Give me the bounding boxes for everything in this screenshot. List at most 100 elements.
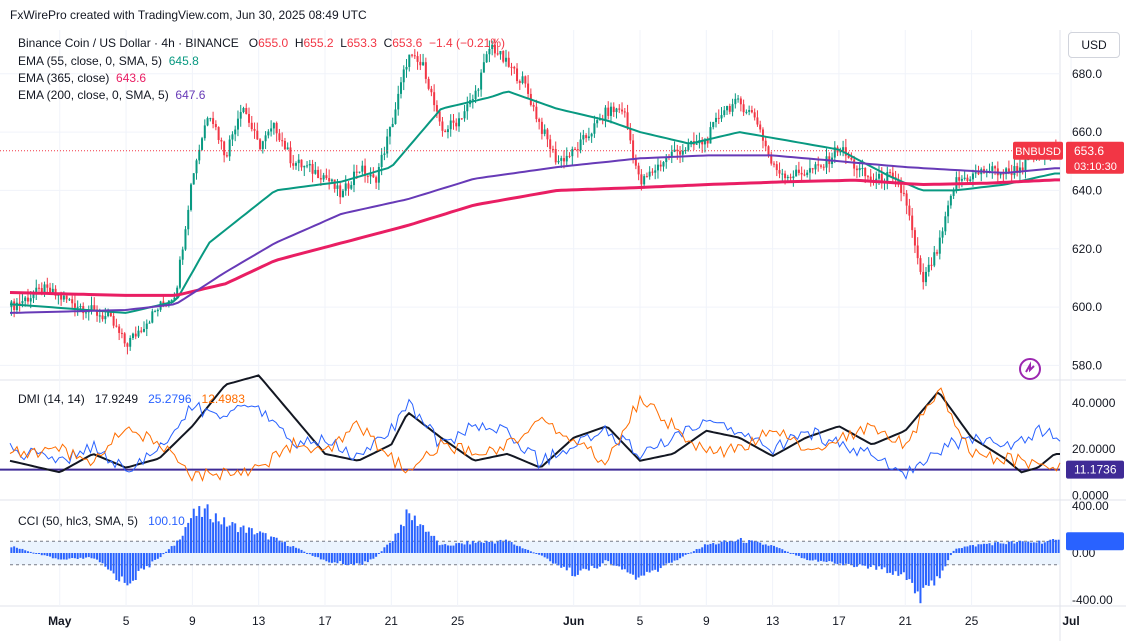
candle-body-down <box>372 174 375 178</box>
candle-body-up <box>861 167 864 169</box>
candle-body-up <box>330 179 333 182</box>
candle-body-up <box>51 288 54 294</box>
cci-bar <box>739 537 742 553</box>
dmi-adx-value: 17.9249 <box>94 392 139 406</box>
cci-bar <box>71 553 74 559</box>
candle-body-down <box>679 151 682 155</box>
di-plus-line <box>9 398 1061 480</box>
cci-bar <box>87 553 90 558</box>
cci-bar <box>333 553 336 563</box>
cci-bar <box>723 540 726 553</box>
cci-bar <box>358 553 361 564</box>
cci-bar <box>527 549 530 553</box>
cci-bar <box>933 553 936 586</box>
candle-body-down <box>250 122 253 130</box>
cci-bar <box>916 553 919 592</box>
cci-bar <box>1016 541 1019 553</box>
candle-body-down <box>311 163 314 174</box>
cci-bar <box>706 544 709 553</box>
cci-bar <box>231 522 234 553</box>
cci-bar <box>698 548 701 553</box>
cci-bar <box>306 552 309 554</box>
candle-body-down <box>538 119 541 122</box>
high-label: H <box>294 36 304 50</box>
ema200-value: 647.6 <box>175 88 206 102</box>
cci-bar <box>565 553 568 571</box>
cci-bar <box>225 526 228 553</box>
cci-bar <box>460 543 463 553</box>
cci-bar <box>292 546 295 553</box>
candle-body-down <box>60 294 63 300</box>
cci-bar <box>502 541 505 553</box>
cci-bar <box>560 553 563 568</box>
cci-bar <box>770 545 773 553</box>
candle-body-up <box>154 311 157 313</box>
cci-bar <box>817 553 820 562</box>
candle-body-up <box>314 169 317 174</box>
cci-bar <box>924 553 927 586</box>
cci-bar <box>922 553 925 588</box>
cci-bar <box>955 548 958 553</box>
candle-body-down <box>71 299 74 304</box>
cci-bar <box>482 542 485 553</box>
candle-body-down <box>632 140 635 158</box>
cci-bar <box>1032 542 1035 553</box>
candle-body-down <box>1021 167 1024 171</box>
cci-bar <box>493 543 496 553</box>
candle-body-up <box>969 179 972 181</box>
cci-bar <box>911 553 914 583</box>
cci-bar <box>814 553 817 560</box>
ema365-line <box>9 178 1060 297</box>
candle-body-up <box>726 105 729 111</box>
candle-body-up <box>35 287 38 295</box>
cci-bar <box>184 527 187 553</box>
x-tick-label: 9 <box>703 614 710 628</box>
candle-body-down <box>546 129 549 140</box>
candle-body-down <box>126 343 129 347</box>
candle-body-up <box>446 129 449 133</box>
cci-bar <box>112 553 115 574</box>
candle-body-down <box>634 157 637 166</box>
cci-tick-label: -400.00 <box>1072 593 1113 607</box>
cci-bar <box>855 553 858 567</box>
cci-bar <box>35 553 38 554</box>
cci-bar <box>574 553 577 577</box>
cci-bar <box>57 553 60 560</box>
candle-body-up <box>786 176 789 179</box>
cci-bar <box>756 541 759 553</box>
candle-body-down <box>958 177 961 181</box>
cci-bar <box>209 519 212 553</box>
candle-body-up <box>593 123 596 134</box>
cci-bar <box>499 539 502 553</box>
cci-bar <box>930 553 933 581</box>
cci-bar <box>1027 541 1030 553</box>
cci-bar <box>402 526 405 553</box>
candle-body-down <box>629 127 632 141</box>
cci-bar <box>795 553 798 556</box>
candle-body-down <box>212 118 215 125</box>
candle-body-down <box>460 118 463 120</box>
cci-bar <box>1010 541 1013 553</box>
price-tick-label: 600.0 <box>1072 300 1102 314</box>
candle-body-down <box>455 122 458 127</box>
candle-body-down <box>424 62 427 79</box>
open-label: O <box>248 36 259 50</box>
cci-bar <box>214 513 217 553</box>
cci-bar <box>84 553 87 558</box>
currency-button[interactable]: USD <box>1068 32 1120 58</box>
candle-body-down <box>300 159 303 168</box>
candle-body-up <box>369 174 372 177</box>
cci-bar <box>165 551 168 553</box>
candle-body-down <box>513 67 516 69</box>
candle-body-down <box>214 124 217 128</box>
cci-bar <box>170 546 173 553</box>
candle-body-up <box>565 155 568 162</box>
candle-body-down <box>259 139 262 150</box>
cci-bar <box>474 542 477 553</box>
cci-bar <box>322 553 325 560</box>
cci-bar <box>833 553 836 564</box>
candle-body-down <box>869 176 872 182</box>
candle-body-down <box>452 120 455 123</box>
candle-body-up <box>491 44 494 49</box>
